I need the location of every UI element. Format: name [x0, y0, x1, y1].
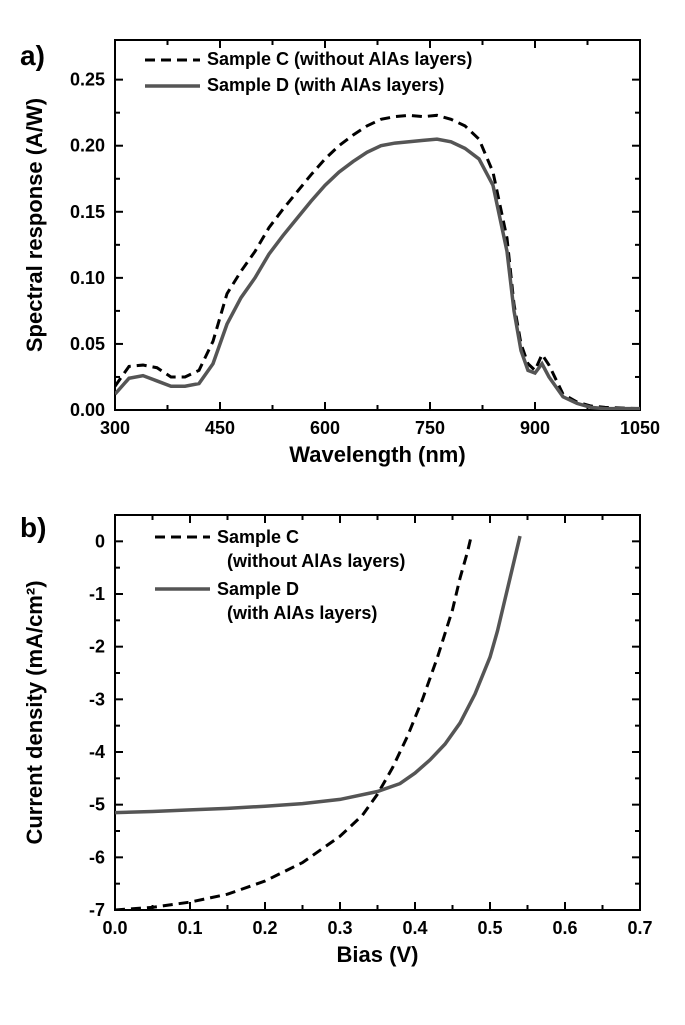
svg-text:0.25: 0.25	[70, 70, 105, 90]
svg-text:0.00: 0.00	[70, 400, 105, 420]
svg-text:Wavelength (nm): Wavelength (nm)	[289, 442, 465, 467]
svg-text:-2: -2	[89, 637, 105, 657]
svg-text:750: 750	[415, 418, 445, 438]
svg-text:Current density (mA/cm²): Current density (mA/cm²)	[22, 580, 47, 844]
svg-text:-3: -3	[89, 689, 105, 709]
svg-text:Sample D: Sample D	[217, 579, 299, 599]
svg-text:0.2: 0.2	[252, 918, 277, 938]
svg-text:0.1: 0.1	[177, 918, 202, 938]
svg-text:0.05: 0.05	[70, 334, 105, 354]
svg-text:300: 300	[100, 418, 130, 438]
panel-a: a) 300 450 600 750 900 1050 0.00 0.05 0.10 0.15 0.…	[20, 20, 665, 470]
svg-text:-1: -1	[89, 584, 105, 604]
svg-text:900: 900	[520, 418, 550, 438]
svg-text:0.20: 0.20	[70, 136, 105, 156]
svg-text:Sample C: Sample C	[217, 527, 299, 547]
svg-text:Bias (V): Bias (V)	[337, 942, 419, 967]
svg-text:0.4: 0.4	[402, 918, 427, 938]
panel-b-label: b)	[20, 512, 46, 544]
svg-text:(with AlAs layers): (with AlAs layers)	[227, 603, 377, 623]
svg-text:Spectral response (A/W): Spectral response (A/W)	[22, 98, 47, 352]
svg-text:0.3: 0.3	[327, 918, 352, 938]
svg-text:-5: -5	[89, 795, 105, 815]
svg-text:(without AlAs layers): (without AlAs layers)	[227, 551, 405, 571]
svg-text:0.5: 0.5	[477, 918, 502, 938]
svg-text:0.6: 0.6	[552, 918, 577, 938]
svg-text:0.7: 0.7	[627, 918, 652, 938]
svg-text:1050: 1050	[620, 418, 660, 438]
svg-text:0.15: 0.15	[70, 202, 105, 222]
svg-text:450: 450	[205, 418, 235, 438]
iv-curve-chart: 0.0 0.1 0.2 0.3 0.4 0.5 0.6 0.7 -7 -6 -5 -4 -3 -2 -1 0 B…	[20, 500, 660, 970]
svg-text:-4: -4	[89, 742, 105, 762]
spectral-response-chart: 300 450 600 750 900 1050 0.00 0.05 0.10 0.15 0.20 0…	[20, 20, 660, 470]
svg-text:-6: -6	[89, 847, 105, 867]
svg-text:0.0: 0.0	[102, 918, 127, 938]
svg-text:Sample C (without AlAs layers): Sample C (without AlAs layers)	[207, 49, 472, 69]
svg-text:600: 600	[310, 418, 340, 438]
svg-text:Sample D (with AlAs layers): Sample D (with AlAs layers)	[207, 75, 444, 95]
panel-b: b) 0.0 0.1 0.2 0.3 0.4 0.5 0.6 0.7 -7 -6 -5 -4 -3 -2 -…	[20, 500, 665, 970]
svg-text:0.10: 0.10	[70, 268, 105, 288]
svg-text:-7: -7	[89, 900, 105, 920]
svg-text:0: 0	[95, 531, 105, 551]
panel-a-label: a)	[20, 40, 45, 72]
